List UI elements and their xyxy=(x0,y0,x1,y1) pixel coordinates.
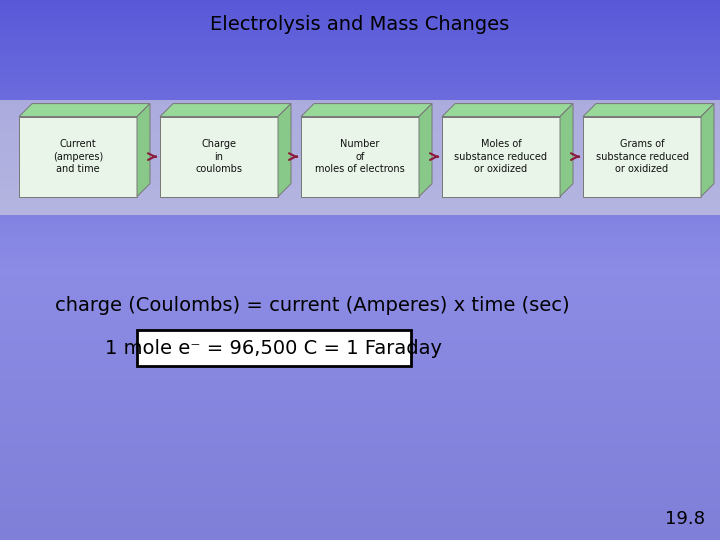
FancyBboxPatch shape xyxy=(583,117,701,197)
Text: charge (Coulombs) = current (Amperes) x time (sec): charge (Coulombs) = current (Amperes) x … xyxy=(55,295,570,315)
FancyBboxPatch shape xyxy=(160,117,278,197)
Polygon shape xyxy=(278,104,291,197)
Polygon shape xyxy=(560,104,573,197)
Polygon shape xyxy=(19,104,150,117)
Text: Electrolysis and Mass Changes: Electrolysis and Mass Changes xyxy=(210,15,510,34)
FancyBboxPatch shape xyxy=(19,117,137,197)
Text: 19.8: 19.8 xyxy=(665,510,705,528)
FancyBboxPatch shape xyxy=(0,100,720,215)
FancyBboxPatch shape xyxy=(301,117,419,197)
Polygon shape xyxy=(583,104,714,117)
Text: Charge
in
coulombs: Charge in coulombs xyxy=(196,139,243,174)
FancyBboxPatch shape xyxy=(137,330,410,366)
Polygon shape xyxy=(442,104,573,117)
Polygon shape xyxy=(701,104,714,197)
Polygon shape xyxy=(160,104,291,117)
Text: Number
of
moles of electrons: Number of moles of electrons xyxy=(315,139,405,174)
Text: Moles of
substance reduced
or oxidized: Moles of substance reduced or oxidized xyxy=(454,139,547,174)
Text: 1 mole e⁻ = 96,500 C = 1 Faraday: 1 mole e⁻ = 96,500 C = 1 Faraday xyxy=(105,339,442,358)
Text: Current
(amperes)
and time: Current (amperes) and time xyxy=(53,139,103,174)
Polygon shape xyxy=(137,104,150,197)
Polygon shape xyxy=(301,104,432,117)
Polygon shape xyxy=(419,104,432,197)
Text: Grams of
substance reduced
or oxidized: Grams of substance reduced or oxidized xyxy=(595,139,688,174)
FancyBboxPatch shape xyxy=(442,117,560,197)
